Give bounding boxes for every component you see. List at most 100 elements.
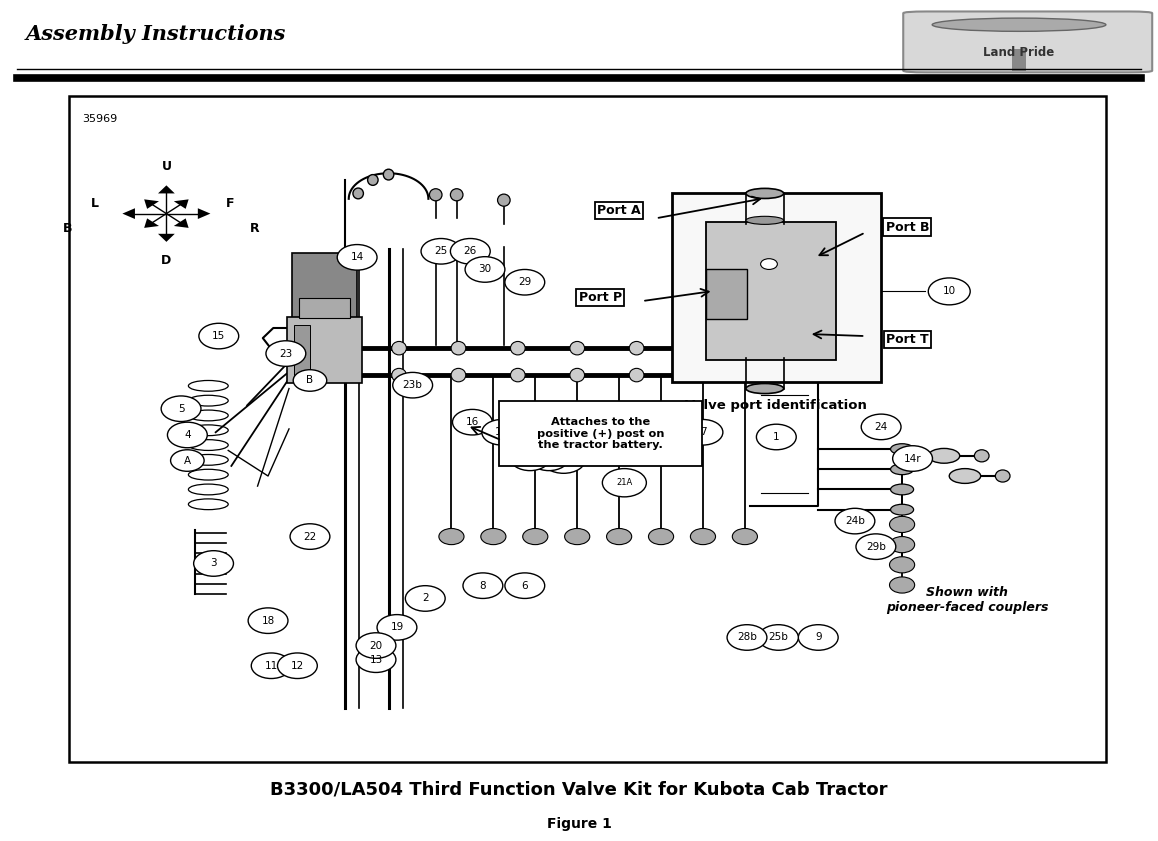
Circle shape — [758, 625, 798, 650]
Polygon shape — [174, 219, 189, 228]
Polygon shape — [157, 234, 175, 242]
Ellipse shape — [891, 484, 914, 495]
Circle shape — [889, 557, 915, 573]
Text: 24b: 24b — [845, 516, 865, 526]
Ellipse shape — [891, 505, 914, 515]
Circle shape — [690, 528, 716, 545]
FancyBboxPatch shape — [706, 269, 747, 320]
Text: Port T: Port T — [886, 333, 929, 346]
Circle shape — [756, 424, 797, 450]
Text: 22: 22 — [303, 532, 316, 542]
Circle shape — [482, 420, 521, 445]
Circle shape — [293, 370, 327, 391]
FancyBboxPatch shape — [672, 193, 881, 382]
Ellipse shape — [511, 341, 526, 355]
Circle shape — [889, 577, 915, 593]
Text: 14r: 14r — [903, 453, 922, 463]
Polygon shape — [144, 219, 159, 228]
Text: 18: 18 — [262, 616, 274, 626]
Circle shape — [463, 573, 503, 599]
Circle shape — [727, 625, 767, 650]
Text: 25b: 25b — [769, 632, 789, 643]
Text: 21B: 21B — [556, 455, 572, 463]
Circle shape — [529, 445, 569, 471]
Ellipse shape — [629, 341, 644, 355]
Circle shape — [251, 653, 291, 679]
FancyBboxPatch shape — [706, 222, 836, 360]
Text: 27: 27 — [542, 452, 556, 463]
Polygon shape — [157, 185, 175, 193]
Text: 28b: 28b — [736, 632, 757, 643]
Circle shape — [290, 524, 330, 549]
Text: B3300/LA504 Third Function Valve Kit for Kubota Cab Tractor: B3300/LA504 Third Function Valve Kit for… — [270, 780, 888, 799]
Circle shape — [266, 341, 306, 367]
Text: 23b: 23b — [403, 380, 423, 390]
Text: 9: 9 — [815, 632, 821, 643]
Text: Port B: Port B — [886, 220, 929, 234]
Circle shape — [356, 632, 396, 659]
Circle shape — [393, 373, 433, 398]
Ellipse shape — [974, 450, 989, 462]
Polygon shape — [123, 209, 135, 219]
Text: 28: 28 — [523, 452, 536, 463]
Text: 20: 20 — [369, 641, 382, 651]
Circle shape — [278, 653, 317, 679]
Text: R: R — [250, 222, 259, 235]
Ellipse shape — [391, 368, 406, 382]
Circle shape — [893, 446, 932, 471]
Ellipse shape — [391, 341, 406, 355]
Text: D: D — [161, 254, 171, 267]
Ellipse shape — [929, 448, 960, 463]
Ellipse shape — [689, 341, 703, 355]
Circle shape — [170, 450, 204, 471]
Text: A: A — [184, 456, 191, 466]
Ellipse shape — [891, 464, 914, 474]
Text: 16: 16 — [466, 417, 479, 427]
FancyBboxPatch shape — [69, 96, 1106, 762]
Text: 5: 5 — [177, 404, 184, 414]
Text: 6: 6 — [521, 580, 528, 590]
Circle shape — [648, 528, 674, 545]
Text: Port A: Port A — [598, 204, 640, 217]
Ellipse shape — [891, 444, 914, 454]
Ellipse shape — [511, 368, 526, 382]
Text: 1: 1 — [774, 432, 779, 442]
Polygon shape — [174, 199, 189, 209]
Circle shape — [248, 608, 288, 633]
Text: 23: 23 — [279, 348, 293, 358]
Text: 7: 7 — [699, 427, 706, 437]
Circle shape — [505, 269, 544, 295]
Circle shape — [929, 278, 970, 304]
FancyBboxPatch shape — [903, 12, 1152, 72]
Circle shape — [453, 410, 492, 435]
Text: Figure 1: Figure 1 — [547, 817, 611, 832]
Circle shape — [481, 528, 506, 545]
Text: 15: 15 — [212, 331, 226, 341]
Circle shape — [835, 508, 874, 534]
Text: 8: 8 — [479, 580, 486, 590]
Text: 21A: 21A — [616, 479, 632, 487]
Circle shape — [378, 615, 417, 640]
FancyBboxPatch shape — [499, 401, 702, 466]
Ellipse shape — [570, 341, 585, 355]
Ellipse shape — [689, 368, 703, 382]
Ellipse shape — [450, 188, 463, 201]
Ellipse shape — [746, 188, 784, 198]
Circle shape — [356, 647, 396, 673]
Circle shape — [761, 259, 777, 269]
Ellipse shape — [430, 188, 442, 201]
Circle shape — [798, 625, 838, 650]
Circle shape — [422, 239, 461, 264]
Text: 19: 19 — [390, 622, 404, 632]
Text: 2: 2 — [422, 594, 428, 604]
Circle shape — [889, 516, 915, 532]
FancyBboxPatch shape — [292, 252, 357, 323]
Text: 25: 25 — [434, 246, 448, 257]
Circle shape — [862, 414, 901, 440]
Ellipse shape — [629, 368, 644, 382]
Text: 13: 13 — [369, 654, 382, 664]
Ellipse shape — [748, 341, 763, 355]
Circle shape — [511, 445, 550, 471]
Text: U: U — [161, 161, 171, 173]
Ellipse shape — [746, 383, 784, 394]
